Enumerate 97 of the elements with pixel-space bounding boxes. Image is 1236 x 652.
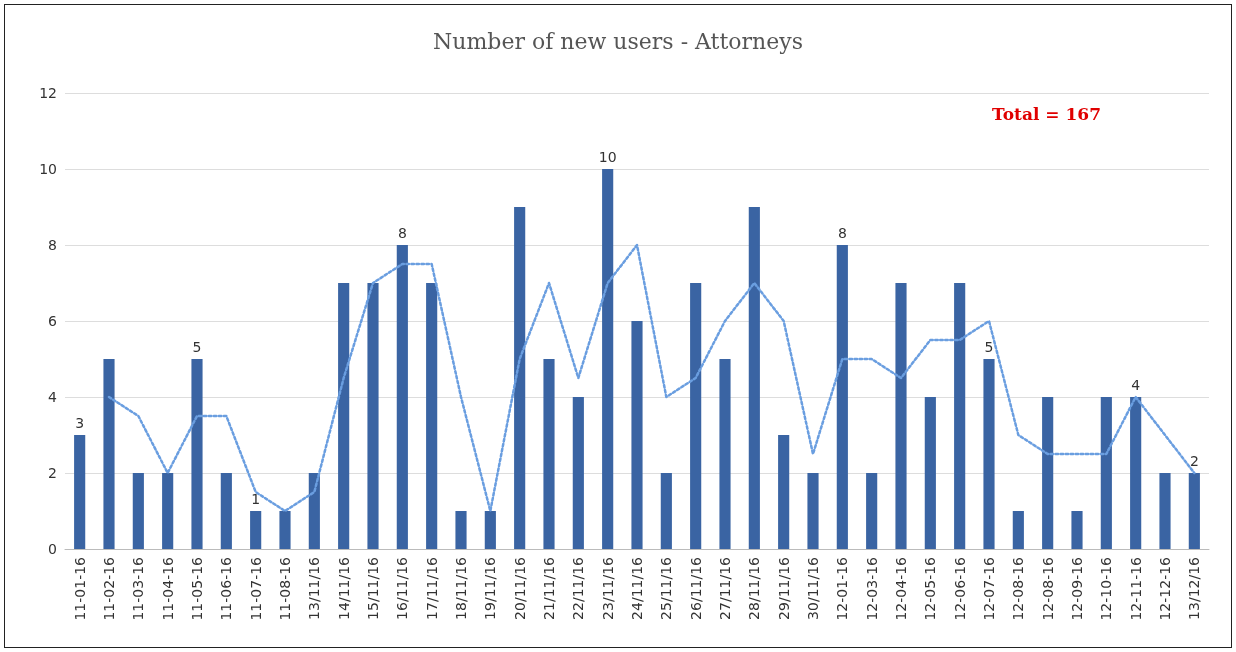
x-tick-label: 11-06-16	[218, 556, 235, 621]
data-label: 2	[1189, 453, 1199, 469]
bar	[778, 435, 790, 549]
data-label: 1	[251, 491, 261, 507]
x-tick-label: 30/11/16	[805, 556, 821, 620]
x-tick-label: 13/12/16	[1186, 556, 1203, 620]
x-tick-label: 12-01-16	[834, 556, 851, 621]
bar	[1130, 397, 1142, 549]
x-tick-label: 12-08-16	[1039, 556, 1056, 621]
y-tick-label: 2	[48, 465, 57, 481]
bar	[983, 359, 995, 549]
x-tick-label: 19/11/16	[482, 556, 499, 620]
x-tick-label: 15/11/16	[365, 556, 381, 620]
line-series	[107, 243, 1196, 513]
x-tick-label: 26/11/16	[687, 556, 704, 620]
bar	[954, 283, 966, 549]
x-tick-label: 12-08-16	[1010, 556, 1027, 621]
x-tick-label: 12-05-16	[922, 556, 939, 621]
data-label: 8	[837, 225, 847, 241]
bar	[103, 359, 115, 549]
x-tick-label: 11-04-16	[159, 556, 176, 621]
bar	[807, 473, 819, 549]
data-label: 5	[984, 339, 994, 355]
bar	[602, 169, 614, 549]
y-tick-label: 10	[39, 161, 57, 177]
x-tick-label: 12-09-16	[1069, 556, 1085, 621]
x-tick-label: 22/11/16	[570, 556, 587, 620]
y-tick-label: 4	[48, 389, 58, 405]
x-tick-label: 12-04-16	[893, 556, 909, 621]
bar	[162, 473, 174, 549]
bar	[338, 283, 350, 549]
bar	[367, 283, 379, 549]
y-tick-label: 8	[48, 237, 57, 253]
x-tick-label: 12-11-16	[1127, 556, 1144, 621]
bar	[455, 511, 467, 549]
bar	[748, 207, 760, 549]
bar	[690, 283, 702, 549]
data-label: 10	[598, 149, 617, 165]
x-tick-label: 14/11/16	[335, 556, 352, 620]
x-tick-label: 11-01-16	[71, 556, 88, 621]
bar	[1071, 511, 1083, 549]
data-label: 3	[75, 415, 85, 431]
bar	[631, 321, 643, 549]
x-tick-label: 23/11/16	[599, 556, 616, 620]
data-label: 5	[192, 339, 202, 355]
bar	[191, 359, 203, 549]
bar	[572, 397, 584, 549]
x-tick-label: 11-03-16	[130, 556, 147, 621]
bar	[484, 511, 496, 549]
x-tick-label: 12-06-16	[951, 556, 968, 621]
x-tick-label: 11-08-16	[277, 556, 293, 621]
x-tick-label: 25/11/16	[658, 556, 675, 620]
x-tick-label: 11-02-16	[101, 556, 117, 621]
bar	[220, 473, 232, 549]
x-tick-label: 12-07-16	[981, 556, 997, 621]
bar	[924, 397, 936, 549]
x-tick-label: 13/11/16	[306, 556, 323, 620]
bar	[132, 473, 144, 549]
chart-title: Number of new users - Attorneys	[433, 28, 803, 54]
x-tick-label: 28/11/16	[746, 556, 763, 620]
bar	[836, 245, 848, 549]
x-tick-label: 11-05-16	[189, 556, 205, 621]
x-tick-label: 27/11/16	[717, 556, 733, 620]
bar	[514, 207, 526, 549]
bar	[895, 283, 907, 549]
x-tick-label: 20/11/16	[511, 556, 528, 620]
x-tick-label: 12-03-16	[863, 556, 880, 621]
bar	[308, 473, 320, 549]
bar	[1188, 473, 1200, 549]
bar	[1042, 397, 1054, 549]
x-tick-label: 17/11/16	[423, 556, 440, 620]
data-label: 4	[1131, 377, 1141, 393]
bar	[1012, 511, 1024, 549]
x-tick-label: 29/11/16	[775, 556, 792, 620]
bar	[1100, 397, 1112, 549]
x-tick-label: 21/11/16	[541, 556, 557, 620]
bar	[279, 511, 291, 549]
bar	[426, 283, 438, 549]
y-tick-label: 12	[39, 85, 57, 101]
x-tick-label: 12-12-16	[1157, 556, 1173, 621]
bar	[1159, 473, 1171, 549]
bar	[74, 435, 86, 549]
bar	[660, 473, 672, 549]
y-tick-label: 0	[48, 541, 57, 557]
bar	[396, 245, 408, 549]
x-tick-label: 12-10-16	[1098, 556, 1115, 621]
x-tick-label: 16/11/16	[394, 556, 411, 620]
bar	[543, 359, 555, 549]
x-tick-label: 24/11/16	[629, 556, 645, 620]
bar	[250, 511, 262, 549]
x-tick-label: 18/11/16	[453, 556, 469, 620]
x-tick-label: 11-07-16	[247, 556, 264, 621]
bar	[866, 473, 878, 549]
bar	[719, 359, 731, 549]
y-tick-label: 6	[48, 313, 58, 329]
annotation: Total = 167	[992, 103, 1102, 124]
data-label: 8	[397, 225, 407, 241]
